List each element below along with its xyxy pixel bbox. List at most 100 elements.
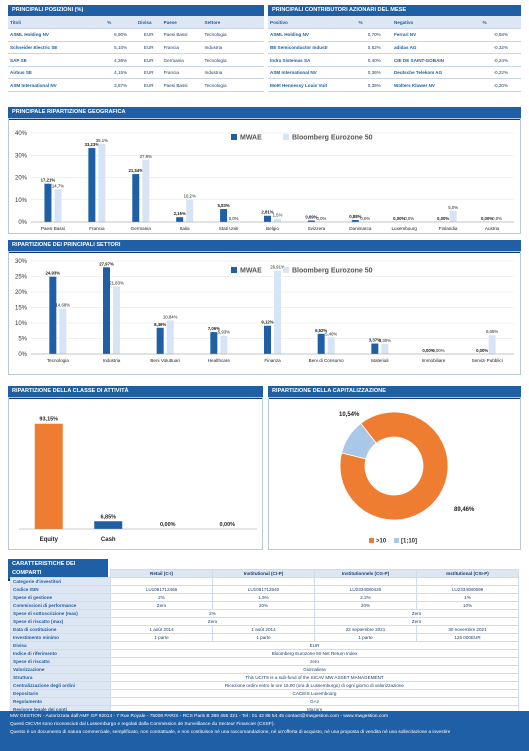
table-cell: EUR: [135, 66, 162, 80]
table-cell: Schneider Electric SE: [8, 41, 106, 55]
bar-benchmark: [488, 335, 496, 354]
bar-mwae: [44, 183, 52, 222]
row-label: Struttura: [10, 673, 111, 682]
geo-chart-frame: 0% 10% 20% 30% 40% 17,21% 14,7% Paesi Bassi 33,2…: [8, 118, 521, 234]
category-label: Beni di Consumo: [309, 358, 344, 363]
asset-chart-frame: 93,15% Equity 6,85% Cash 0,00% 0,00%: [8, 397, 263, 550]
row-label: Categorie d'investitori: [10, 577, 111, 586]
table-cell: [314, 577, 417, 586]
bar-benchmark: [274, 270, 281, 354]
geo-header: PRINCIPALE RIPARTIZIONE GEOGRAFICA: [8, 107, 521, 120]
table-cell: Industria: [202, 41, 264, 55]
y-tick-label: 10%: [15, 198, 28, 204]
data-label: 89,46%: [454, 507, 475, 513]
contributors-column-header: %: [356, 16, 392, 30]
y-tick-label: 10%: [15, 321, 28, 327]
table-cell: Indra Sistemas SA: [268, 53, 357, 67]
table-cell: LU1061712540: [212, 585, 315, 594]
data-label: 10,54%: [339, 412, 360, 418]
bar-mwae: [210, 332, 218, 354]
table-row: ASM International NV 0,36% Deutsche Teleko…: [268, 66, 521, 80]
table-row: Indra Sistemas SA 0,40% CIE DE SAINT-GOBAI…: [268, 53, 521, 67]
table-cell: Moët Hennessy Louis Vuit: [268, 78, 357, 93]
row-label: Spese di riscatto (max): [10, 617, 111, 626]
characteristics-table: Retail (C-I) Institutional (CI-P) Institut…: [10, 569, 519, 714]
data-label: 9,12%: [261, 320, 273, 325]
category-label: Paesi Bassi: [41, 226, 65, 231]
table-row: Centralizzazione degli ordini Ricezione o…: [10, 681, 519, 690]
data-label: 5,40%: [325, 331, 337, 336]
table-cell: EUR: [135, 41, 162, 55]
table-cell: 20%: [212, 601, 315, 610]
positions-table: Titoli% Divisa Paese Settore ASML Holding N…: [8, 16, 264, 93]
category-label: Stati Uniti: [219, 226, 239, 231]
table-cell: 1 parte: [212, 633, 315, 642]
table-cell: 125 000EUR: [416, 633, 519, 642]
data-label: 26,91%: [270, 265, 285, 270]
table-cell: Ferrari NV: [391, 28, 481, 42]
table-row: SAP SE 4,36% EUR Germania Tecnologia: [8, 53, 264, 67]
table-row: Moët Hennessy Louis Vuit 0,35% Wolters Klu…: [268, 78, 521, 93]
table-cell: 0,40%: [356, 53, 392, 67]
y-tick-label: 30%: [15, 153, 28, 159]
table-cell: -0,58%: [480, 28, 521, 42]
contributors-column-header: Positivo: [268, 16, 357, 30]
table-cell: [416, 577, 519, 586]
table-cell: 0,35%: [356, 78, 392, 93]
table-cell: 4,36%: [105, 53, 136, 67]
category-label: Italia: [180, 226, 190, 231]
table-cell: CIE DE SAINT-GOBAIN: [391, 53, 481, 67]
contributors-column-header: %: [480, 16, 521, 30]
table-cell: Germania: [161, 53, 203, 67]
data-label: 0,0%: [404, 216, 414, 221]
data-label: 3,30%: [379, 338, 391, 343]
table-row: Data di costituzione 1 août 2014 1 août 20…: [10, 625, 519, 634]
footer-disclaimer: Questo è un documento di natura commerci…: [10, 730, 451, 735]
bar-mwae: [176, 217, 184, 222]
table-cell: 30 novembre 2021: [416, 625, 519, 634]
data-label: 0,69%: [305, 214, 317, 219]
bar-benchmark: [54, 189, 62, 222]
data-label: 0,0%: [492, 216, 502, 221]
legend-swatch: [394, 538, 399, 543]
table-row: Airbus SE 4,15% EUR Francia Industria: [8, 66, 264, 80]
bar-mwae: [132, 174, 140, 222]
bar-benchmark: [142, 159, 150, 222]
table-cell: 0,70%: [356, 28, 392, 42]
data-label: 3,37%: [369, 338, 381, 343]
bar-benchmark: [220, 335, 228, 354]
table-cell: SAP SE: [8, 53, 106, 67]
table-cell: CACEIS Luxembourg: [110, 689, 519, 698]
table-cell: Bloomberg Eurozone 50 Net Return Index: [110, 649, 519, 658]
table-cell: 6,90%: [105, 28, 136, 42]
category-label: Finlandia: [439, 226, 458, 231]
contributors-table: Positivo% Negativo% ASML Holding NV 0,70% F…: [268, 16, 521, 93]
table-row: Spese di riscatto zero: [10, 657, 519, 666]
data-label: 5,0%: [448, 205, 458, 210]
table-row: Categorie d'investitori: [10, 577, 519, 586]
table-cell: Ricezione ordini entro le ore 15.00 (ora…: [110, 681, 519, 690]
category-label: Materiali: [371, 358, 388, 363]
table-cell: -0,32%: [480, 41, 521, 55]
legend-swatch: [231, 267, 237, 273]
y-tick-label: 40%: [15, 131, 28, 137]
asset-chart: 93,15% Equity 6,85% Cash 0,00% 0,00%: [19, 417, 257, 543]
bar-mwae: [351, 220, 359, 222]
data-label: 93,15%: [39, 417, 58, 423]
row-label: Data di costituzione: [10, 625, 111, 634]
legend-swatch: [369, 538, 374, 543]
row-label: Spese di sottoscrizione (max): [10, 609, 111, 618]
y-tick-label: 20%: [15, 176, 28, 182]
y-tick-label: 20%: [15, 290, 28, 296]
table-cell: [110, 577, 213, 586]
cap-header: RIPARTIZIONE DELLA CAPITALIZZAZIONE: [268, 386, 521, 399]
data-label: 21,83%: [109, 280, 124, 285]
category-label: Equity: [40, 537, 59, 543]
category-label: Germania: [131, 226, 152, 231]
data-label: 1,5%: [273, 213, 283, 218]
table-cell: Zero: [110, 601, 213, 610]
data-label: 0,0%: [229, 216, 239, 221]
table-cell: Deutsche Telekom AG: [391, 66, 481, 80]
data-label: 8,46%: [154, 322, 166, 327]
sector-header: RIPARTIZIONE DEI PRINCIPALI SETTORI: [8, 240, 521, 253]
